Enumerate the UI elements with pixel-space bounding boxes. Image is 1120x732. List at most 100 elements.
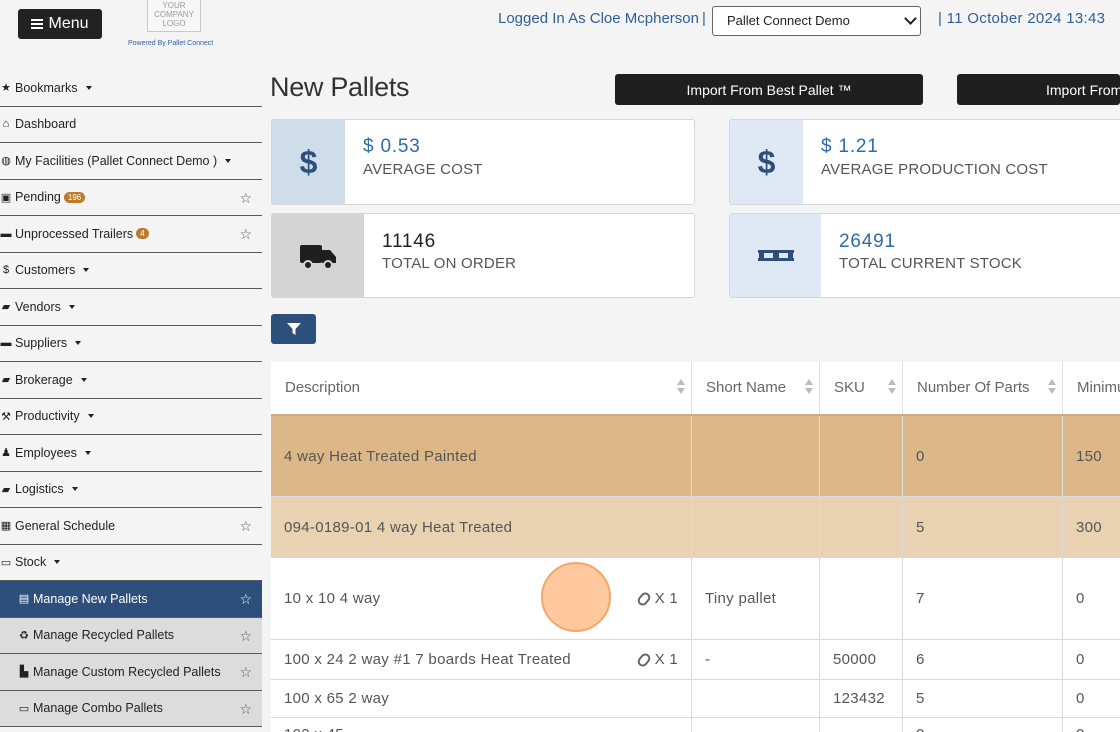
parts-cell: 0 bbox=[903, 416, 1063, 496]
sidebar-item-employees[interactable]: ♟ Employees bbox=[0, 435, 262, 472]
column-header-minimum[interactable]: Minimu bbox=[1063, 362, 1120, 414]
sidebar-item-vendors[interactable]: ▰ Vendors bbox=[0, 289, 262, 326]
bookmark-star-icon[interactable]: ☆ bbox=[239, 591, 252, 607]
sidebar-item-general-schedule[interactable]: ▦ General Schedule ☆ bbox=[0, 508, 262, 545]
description-cell: 102 x 45 bbox=[271, 718, 692, 732]
trailer-icon: ▬ bbox=[0, 227, 12, 240]
header-separator: | bbox=[702, 10, 706, 27]
sidebar-item-manage-recycled-pallets[interactable]: ♻ Manage Recycled Pallets ☆ bbox=[0, 617, 262, 654]
sidebar-item-dashboard[interactable]: ⌂ Dashboard bbox=[0, 107, 262, 143]
parts-cell: 5 bbox=[903, 680, 1063, 717]
caret-down-icon bbox=[71, 487, 78, 492]
sidebar-item-label: Customers bbox=[15, 263, 76, 278]
click-indicator bbox=[541, 562, 611, 632]
sidebar-item-logistics[interactable]: ▰ Logistics bbox=[0, 472, 262, 508]
sidebar-item-manage-custom-recycled-pallets[interactable]: ▙ Manage Custom Recycled Pallets ☆ bbox=[0, 654, 262, 691]
pallet-icon bbox=[730, 214, 821, 297]
average-cost-card: $ $ 0.53 AVERAGE COST bbox=[271, 119, 695, 205]
minimum-cell: 150 bbox=[1076, 447, 1102, 465]
sidebar-item-productivity[interactable]: ⚒ Productivity bbox=[0, 399, 262, 435]
sidebar-item-bookmarks[interactable]: ★ Bookmarks bbox=[0, 70, 262, 107]
person-icon: ♟ bbox=[1, 447, 11, 460]
column-header-label: Description bbox=[285, 379, 361, 396]
average-production-cost-label: AVERAGE PRODUCTION COST bbox=[821, 161, 1048, 178]
import-from-button[interactable]: Import From bbox=[957, 74, 1120, 105]
pallet-icon: ▭ bbox=[18, 702, 30, 715]
minimum-cell: 0 bbox=[1063, 718, 1120, 732]
table-row[interactable]: 100 x 65 2 way 123432 5 0 bbox=[271, 679, 1120, 717]
caret-down-icon bbox=[68, 304, 75, 309]
menu-button[interactable]: Menu bbox=[18, 9, 102, 39]
dollar-icon: $ bbox=[272, 120, 345, 204]
bookmark-star-icon[interactable]: ☆ bbox=[239, 189, 252, 206]
short-name-cell bbox=[692, 718, 820, 732]
sidebar-item-manage-combo-pallets[interactable]: ▭ Manage Combo Pallets ☆ bbox=[0, 690, 262, 727]
paperclip-icon bbox=[635, 650, 652, 669]
column-header-short-name[interactable]: Short Name bbox=[692, 362, 820, 414]
sidebar-item-label: Dashboard bbox=[15, 117, 77, 132]
table-row[interactable]: 10 x 10 4 way X 1 Tiny pallet 7 0 bbox=[271, 557, 1120, 639]
caret-down-icon bbox=[54, 560, 61, 565]
table-row[interactable]: 100 x 24 2 way #1 7 boards Heat Treated … bbox=[271, 639, 1120, 679]
column-header-number-of-parts[interactable]: Number Of Parts bbox=[903, 362, 1063, 414]
parts-cell: 0 bbox=[903, 718, 1063, 732]
caret-down-icon bbox=[87, 414, 94, 419]
description-cell: 094-0189-01 4 way Heat Treated bbox=[271, 497, 692, 557]
sidebar-item-customers[interactable]: $ Customers bbox=[0, 253, 262, 289]
page-title: New Pallets bbox=[270, 72, 410, 102]
briefcase-icon: ▣ bbox=[0, 191, 12, 204]
sidebar-item-manage-new-pallets[interactable]: ▤ Manage New Pallets ☆ bbox=[0, 581, 262, 618]
total-current-stock-card: 26491 TOTAL CURRENT STOCK bbox=[729, 213, 1120, 298]
sidebar-item-pending[interactable]: ▣ Pending 196 ☆ bbox=[0, 180, 262, 216]
short-name-cell bbox=[692, 680, 820, 717]
sidebar-item-label: My Facilities (Pallet Connect Demo ) bbox=[15, 153, 218, 168]
sidebar-item-my-facilities[interactable]: ◍ My Facilities (Pallet Connect Demo ) bbox=[0, 143, 262, 180]
table-row[interactable]: 102 x 45 0 0 bbox=[271, 717, 1120, 732]
sidebar-item-suppliers[interactable]: ▬ Suppliers bbox=[0, 326, 262, 362]
bookmark-star-icon[interactable]: ☆ bbox=[239, 700, 252, 717]
description-text: 10 x 10 4 way bbox=[284, 590, 381, 607]
sidebar-item-label: Pending bbox=[15, 190, 61, 205]
sidebar-item-label: Vendors bbox=[15, 299, 61, 314]
column-header-label: Number Of Parts bbox=[917, 379, 1030, 396]
attachment-link[interactable]: X 1 bbox=[635, 589, 678, 608]
sidebar-item-label: Suppliers bbox=[15, 336, 68, 351]
column-header-sku[interactable]: SKU bbox=[820, 362, 903, 414]
bookmark-star-icon[interactable]: ☆ bbox=[239, 226, 252, 242]
caret-down-icon bbox=[225, 158, 232, 163]
paperclip-icon bbox=[635, 589, 652, 608]
total-on-order-label: TOTAL ON ORDER bbox=[382, 255, 517, 272]
short-name-cell bbox=[692, 416, 820, 496]
import-best-pallet-button[interactable]: Import From Best Pallet ™ bbox=[615, 74, 923, 105]
sidebar-item-stock[interactable]: ▭ Stock bbox=[0, 545, 262, 581]
total-current-stock-value: 26491 bbox=[839, 231, 896, 252]
pending-count-badge: 196 bbox=[63, 191, 86, 203]
short-name-cell bbox=[692, 497, 820, 557]
column-header-label: Short Name bbox=[706, 379, 787, 396]
sidebar-item-label: Productivity bbox=[15, 409, 80, 424]
sidebar-item-label: General Schedule bbox=[15, 518, 116, 533]
sidebar-item-label: Logistics bbox=[15, 482, 64, 497]
chevron-down-icon bbox=[904, 12, 917, 25]
attachment-link[interactable]: X 1 bbox=[635, 650, 678, 669]
dollar-icon: $ bbox=[2, 264, 10, 277]
bookmark-star-icon[interactable]: ☆ bbox=[239, 627, 252, 644]
sidebar-item-unprocessed-trailers[interactable]: ▬ Unprocessed Trailers 4 ☆ bbox=[0, 216, 262, 253]
caret-down-icon bbox=[84, 450, 91, 455]
bookmark-star-icon[interactable]: ☆ bbox=[239, 518, 252, 534]
company-logo: YOUR COMPANY LOGO bbox=[147, 0, 201, 32]
parts-cell: 7 bbox=[903, 558, 1063, 639]
sku-cell bbox=[820, 558, 903, 639]
table-row[interactable]: 4 way Heat Treated Painted 0 150 bbox=[271, 414, 1120, 496]
sidebar-item-label: Bookmarks bbox=[15, 80, 78, 95]
bookmark-star-icon[interactable]: ☆ bbox=[239, 664, 252, 680]
short-name-cell: Tiny pallet bbox=[692, 558, 820, 639]
facility-select[interactable]: Pallet Connect Demo bbox=[712, 6, 921, 36]
sidebar-item-brokerage[interactable]: ▰ Brokerage bbox=[0, 362, 262, 399]
sidebar-item-label: Manage New Pallets bbox=[33, 591, 148, 606]
column-header-description[interactable]: Description bbox=[271, 362, 692, 414]
minimum-cell: 0 bbox=[1076, 690, 1085, 707]
table-row[interactable]: 094-0189-01 4 way Heat Treated 5 300 bbox=[271, 496, 1120, 557]
filter-button[interactable] bbox=[271, 314, 316, 344]
sku-cell bbox=[820, 497, 903, 557]
